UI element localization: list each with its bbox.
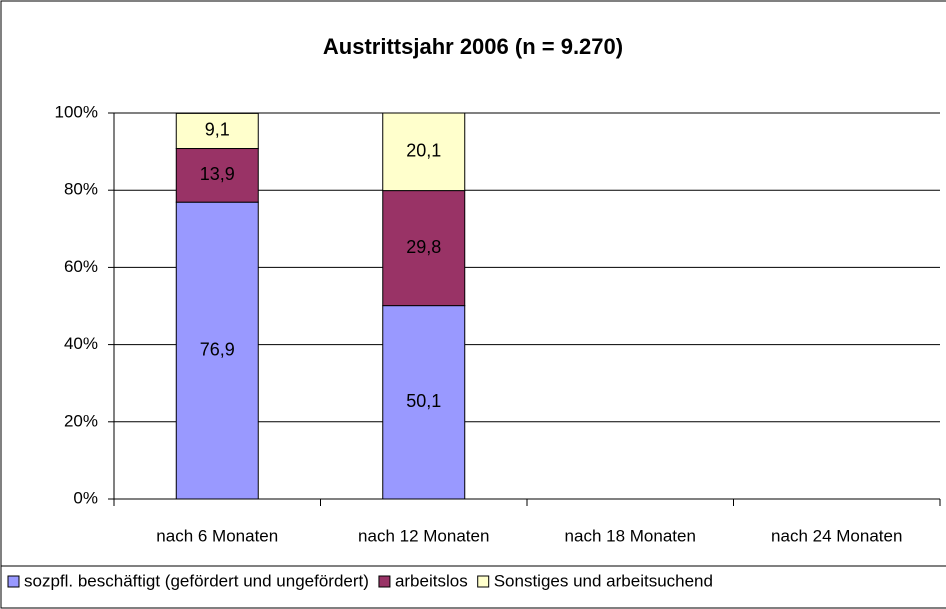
value-label: 50,1: [406, 391, 441, 411]
legend-label: sozpfl. beschäftigt (gefördert und ungef…: [24, 571, 369, 590]
value-label: 9,1: [205, 120, 230, 140]
y-tick-label: 60%: [64, 257, 98, 276]
value-label: 76,9: [200, 339, 235, 359]
legend-label: arbeitslos: [395, 571, 468, 590]
legend-swatch: [477, 575, 490, 588]
y-tick-label: 20%: [64, 411, 98, 430]
x-tick-label: nach 18 Monaten: [565, 526, 696, 545]
legend-swatch: [7, 575, 20, 588]
bar-segment: [382, 305, 466, 500]
y-tick-label: 100%: [55, 102, 98, 121]
bar-segment: [382, 112, 466, 192]
legend-swatch: [378, 575, 391, 588]
y-tick-label: 40%: [64, 334, 98, 353]
bar-segment: [175, 148, 259, 203]
chart-title: Austrittsjahr 2006 (n = 9.270): [323, 34, 623, 59]
legend-label: Sonstiges und arbeitsuchend: [494, 571, 713, 590]
x-tick-label: nach 24 Monaten: [771, 526, 902, 545]
bar-segment: [382, 190, 466, 307]
bar-segment: [175, 112, 259, 150]
value-label: 13,9: [200, 164, 235, 184]
y-tick-label: 80%: [64, 180, 98, 199]
x-tick-label: nach 6 Monaten: [156, 526, 278, 545]
value-label: 29,8: [406, 237, 441, 257]
x-tick-label: nach 12 Monaten: [358, 526, 489, 545]
value-label: 20,1: [406, 141, 441, 161]
y-tick-label: 0%: [73, 488, 98, 507]
